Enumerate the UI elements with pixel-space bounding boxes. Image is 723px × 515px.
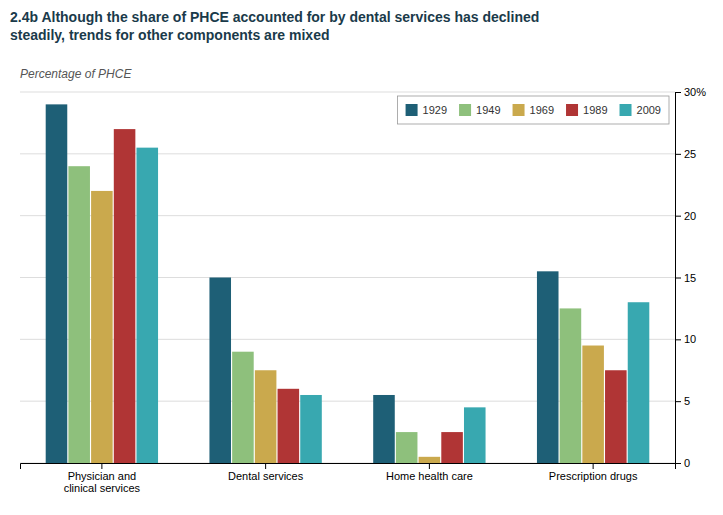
legend: 1929 1949 1969 1989 2009 [398,96,669,124]
legend-item: 1969 [513,104,554,116]
bar [373,395,395,463]
bar [628,302,650,463]
legend-item: 1949 [459,104,500,116]
y-tick: 10 [675,333,696,345]
legend-item: 1929 [406,104,447,116]
bar [91,191,113,463]
grid-line [20,92,675,93]
bar [464,407,486,463]
chart: 2.4b Although the share of PHCE accounte… [0,0,723,515]
bar-series [46,104,559,463]
legend-item: 2009 [620,104,661,116]
grid [20,92,675,463]
bar [605,370,627,463]
bar [560,308,582,463]
legend-label: 1989 [583,104,607,116]
bar [278,389,300,463]
legend-swatch [459,104,471,116]
axis-line [676,93,682,464]
legend-label: 1969 [530,104,554,116]
tick-mark [101,463,102,469]
legend-label: 1949 [476,104,500,116]
legend-label: 2009 [637,104,661,116]
bar [582,346,604,463]
bar [419,457,441,463]
tick-mark [265,463,266,469]
bar [300,395,322,463]
y-tick-label: 30% [684,86,706,98]
x-tick: Physician andclinical services [64,463,141,494]
x-tick: Prescription drugs [549,463,638,482]
bar [68,166,90,463]
y-tick-label: 10 [684,333,696,345]
bar [255,370,277,463]
bar [136,148,158,463]
y-tick: 20 [675,210,696,222]
y-tick: 15 [675,272,696,284]
y-axis-label: Percentage of PHCE [20,67,132,81]
chart-title: 2.4b Although the share of PHCE accounte… [10,9,539,43]
y-tick: 30% [675,86,706,98]
bar [232,352,254,463]
legend-item: 1989 [566,104,607,116]
bar [537,271,559,463]
tick-mark [675,216,681,217]
bar-series [136,148,649,463]
y-axis: 0 5 10 15 20 25 30% [675,86,706,469]
legend-swatch [620,104,632,116]
y-tick: 25 [675,148,696,160]
tick-mark [675,401,681,402]
x-tick-label: Prescription drugs [549,470,638,482]
tick-mark [675,278,681,279]
y-tick-label: 15 [684,272,696,284]
bar-series [114,129,627,463]
bar [209,278,231,464]
tick-mark [675,92,681,93]
y-tick: 0 [675,457,690,469]
bar [396,432,418,463]
legend-label: 1929 [423,104,447,116]
y-tick-label: 5 [684,395,690,407]
bar [46,104,68,463]
axis-line [21,464,676,470]
legend-swatch [406,104,418,116]
tick-mark [675,154,681,155]
x-tick-label: Physician andclinical services [64,470,141,495]
tick-mark [675,339,681,340]
bar [114,129,136,463]
bar [441,432,463,463]
x-tick: Home health care [386,463,473,482]
y-tick-label: 20 [684,210,696,222]
plot-area: Physician andclinical services Dental ser… [20,86,706,494]
x-tick: Dental services [228,463,304,482]
bar-series [91,191,604,463]
legend-frame [398,96,669,124]
y-tick-label: 0 [684,457,690,469]
x-axis: Physician andclinical services Dental ser… [21,463,676,494]
x-tick-label: Dental services [228,470,304,482]
y-tick: 5 [675,395,690,407]
bars [46,104,650,463]
tick-mark [429,463,430,469]
tick-mark [675,463,681,464]
y-tick-label: 25 [684,148,696,160]
x-tick-label: Home health care [386,470,473,482]
legend-swatch [566,104,578,116]
tick-mark [593,463,594,469]
legend-swatch [513,104,525,116]
